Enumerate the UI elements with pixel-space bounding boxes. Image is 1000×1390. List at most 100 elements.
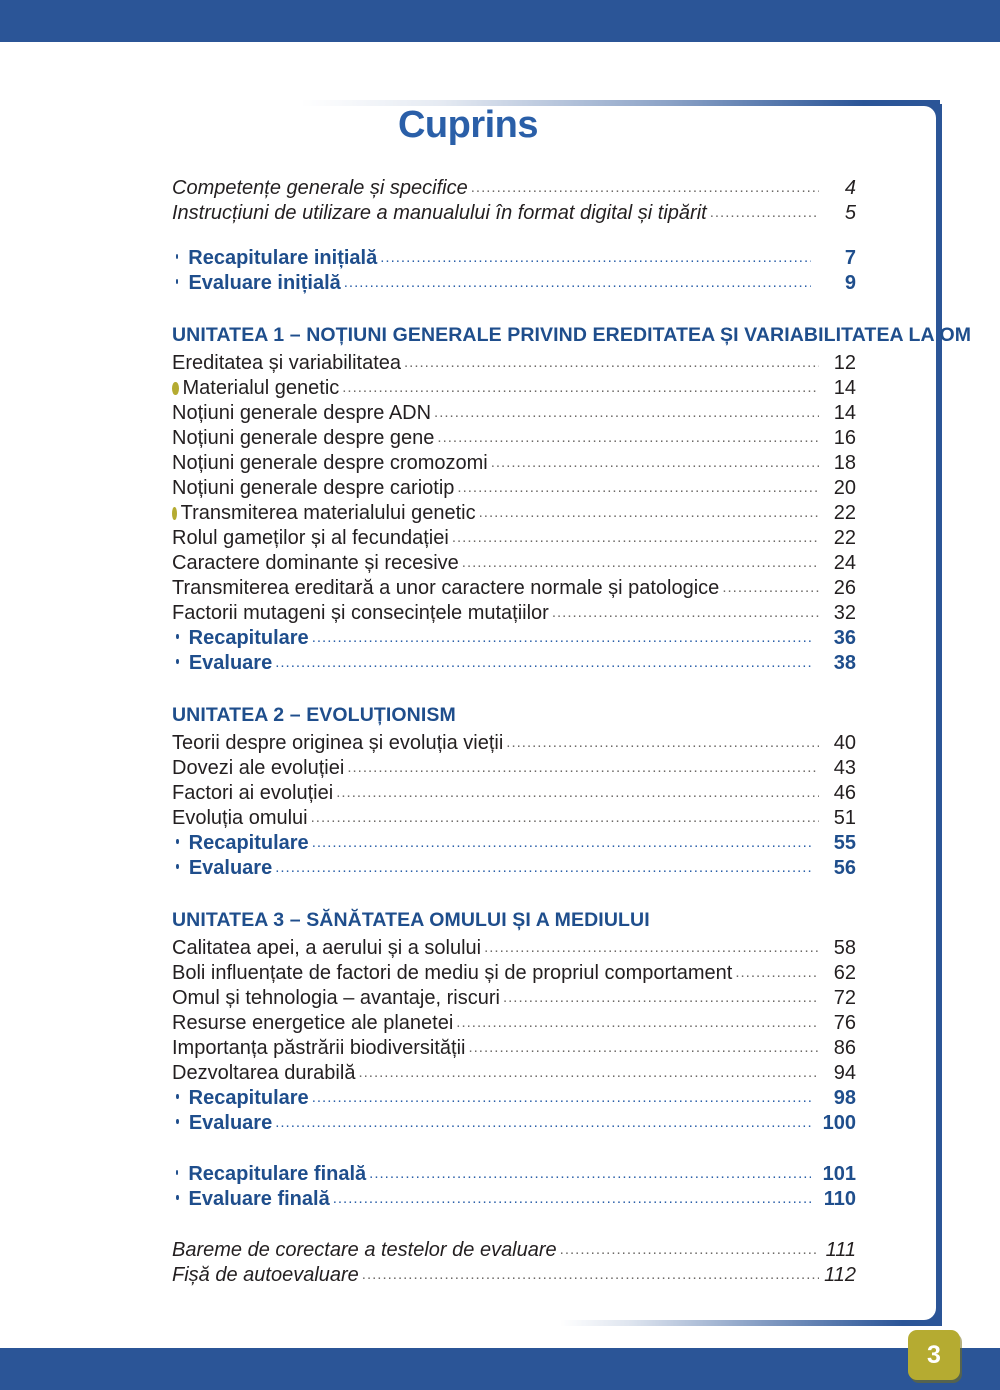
toc-entry[interactable]: Evaluare 100 bbox=[172, 1113, 856, 1133]
toc-entry-page-number: 40 bbox=[833, 732, 856, 754]
toc-entry-page-number: 110 bbox=[823, 1188, 856, 1210]
dot-leader bbox=[275, 1115, 811, 1131]
toc-entry[interactable]: Importanța păstrării biodiversității 86 bbox=[172, 1038, 856, 1058]
bullet-icon bbox=[176, 839, 179, 844]
toc-entry-label: Evaluare bbox=[188, 1112, 273, 1134]
toc-entry-page-number: 14 bbox=[833, 402, 856, 424]
toc-entry[interactable]: Evoluția omului 51 bbox=[172, 808, 856, 828]
dot-leader bbox=[437, 430, 819, 446]
toc-entry[interactable]: Materialul genetic 14 bbox=[172, 378, 856, 398]
top-color-bar bbox=[0, 0, 1000, 42]
toc-entry-page-number: 62 bbox=[833, 962, 856, 984]
toc-entry-label: Recapitulare bbox=[188, 832, 309, 854]
toc-entry[interactable]: Factorii mutageni și consecințele mutați… bbox=[172, 603, 856, 623]
toc-entry-page-number: 36 bbox=[833, 627, 856, 649]
bullet-icon bbox=[176, 254, 179, 259]
frame-line-top bbox=[300, 100, 940, 106]
dot-leader bbox=[452, 530, 819, 546]
toc-entry[interactable]: Dezvoltarea durabilă 94 bbox=[172, 1063, 856, 1083]
toc-entry[interactable]: Transmiterea materialului genetic 22 bbox=[172, 503, 856, 523]
toc-entry-page-number: 32 bbox=[833, 602, 856, 624]
toc-entry-label: Evaluare inițială bbox=[188, 272, 341, 294]
toc-entry[interactable]: Instrucțiuni de utilizare a manualului î… bbox=[172, 203, 856, 223]
toc-entry[interactable]: Factori ai evoluției 46 bbox=[172, 783, 856, 803]
toc-entry-label: Ereditatea și variabilitatea bbox=[172, 352, 402, 374]
toc-entry[interactable]: Transmiterea ereditară a unor caractere … bbox=[172, 578, 856, 598]
toc-entry[interactable]: Noțiuni generale despre ADN 14 bbox=[172, 403, 856, 423]
toc-entry-label: Importanța păstrării biodiversității bbox=[172, 1037, 466, 1059]
toc-entry[interactable]: Recapitulare 36 bbox=[172, 628, 856, 648]
toc-entry[interactable]: Fișă de autoevaluare 112 bbox=[172, 1265, 856, 1285]
toc-entry-page-number: 22 bbox=[833, 502, 856, 524]
dot-leader bbox=[456, 1015, 819, 1031]
toc-entry[interactable]: Recapitulare inițială 7 bbox=[172, 248, 856, 268]
toc-entry[interactable]: Rolul gameților și al fecundației 22 bbox=[172, 528, 856, 548]
toc-entry[interactable]: Recapitulare 98 bbox=[172, 1088, 856, 1108]
toc-entry[interactable]: Noțiuni generale despre gene 16 bbox=[172, 428, 856, 448]
toc-entry-page-number: 14 bbox=[833, 377, 856, 399]
frame-line-bottom bbox=[560, 1320, 940, 1326]
dot-leader bbox=[404, 355, 819, 371]
toc-entry-label: Recapitulare bbox=[188, 1087, 309, 1109]
toc-entry-label: Transmiterea materialului genetic bbox=[180, 502, 476, 524]
toc-entry-page-number: 111 bbox=[825, 1239, 856, 1261]
toc-entry-label: Dezvoltarea durabilă bbox=[172, 1062, 356, 1084]
toc-entry[interactable]: Evaluare finală 110 bbox=[172, 1189, 856, 1209]
dot-leader bbox=[468, 1040, 819, 1056]
dot-leader bbox=[380, 250, 811, 266]
toc-entry[interactable]: Evaluare inițială 9 bbox=[172, 273, 856, 293]
toc-entry-label: Noțiuni generale despre gene bbox=[172, 427, 435, 449]
toc-entry-label: Noțiuni generale despre cariotip bbox=[172, 477, 455, 499]
toc-entry-page-number: 43 bbox=[833, 757, 856, 779]
unit-heading: UNITATEA 2 – EVOLUȚIONISM bbox=[172, 704, 456, 726]
toc-entry[interactable]: Calitatea apei, a aerului și a solului 5… bbox=[172, 938, 856, 958]
toc-entry[interactable]: Competențe generale și specifice 4 bbox=[172, 178, 856, 198]
toc-entry-label: Evaluare bbox=[188, 652, 273, 674]
page-title: Cuprins bbox=[397, 104, 539, 146]
section-spacer bbox=[172, 298, 856, 324]
toc-entry-label: Evaluare bbox=[188, 857, 273, 879]
bullet-icon bbox=[176, 1119, 179, 1124]
toc-entry[interactable]: Bareme de corectare a testelor de evalua… bbox=[172, 1240, 856, 1260]
toc-entry-page-number: 100 bbox=[822, 1112, 856, 1134]
dot-leader bbox=[333, 1191, 811, 1207]
toc-entry[interactable]: Teorii despre originea și evoluția vieți… bbox=[172, 733, 856, 753]
dot-leader bbox=[560, 1242, 819, 1258]
toc-entry-label: Competențe generale și specifice bbox=[172, 177, 468, 199]
toc-entry-page-number: 101 bbox=[822, 1163, 856, 1185]
toc-entry-label: Noțiuni generale despre cromozomi bbox=[172, 452, 488, 474]
toc-entry[interactable]: Noțiuni generale despre cariotip 20 bbox=[172, 478, 856, 498]
toc-entry-page-number: 56 bbox=[833, 857, 856, 879]
bullet-icon bbox=[176, 1094, 179, 1099]
toc-entry-label: Calitatea apei, a aerului și a solului bbox=[172, 937, 482, 959]
toc-entry[interactable]: Recapitulare finală 101 bbox=[172, 1164, 856, 1184]
toc-entry-page-number: 22 bbox=[833, 527, 856, 549]
toc-entry-label: Materialul genetic bbox=[182, 377, 340, 399]
dot-leader bbox=[275, 655, 811, 671]
toc-entry[interactable]: Noțiuni generale despre cromozomi 18 bbox=[172, 453, 856, 473]
toc-entry-page-number: 98 bbox=[833, 1087, 856, 1109]
toc-entry-label: Dovezi ale evoluției bbox=[172, 757, 345, 779]
toc-entry[interactable]: Recapitulare 55 bbox=[172, 833, 856, 853]
toc-entry[interactable]: Omul și tehnologia – avantaje, riscuri 72 bbox=[172, 988, 856, 1008]
toc-entry[interactable]: Resurse energetice ale planetei 76 bbox=[172, 1013, 856, 1033]
toc-entry-page-number: 58 bbox=[833, 937, 856, 959]
dot-leader bbox=[503, 990, 819, 1006]
toc-entry[interactable]: Boli influențate de factori de mediu și … bbox=[172, 963, 856, 983]
toc-section-initial: Recapitulare inițială 7 Evaluare inițială 9 bbox=[172, 248, 856, 293]
toc-entry-page-number: 16 bbox=[833, 427, 856, 449]
dot-leader bbox=[506, 735, 819, 751]
toc-entry-page-number: 38 bbox=[833, 652, 856, 674]
toc-entry[interactable]: Dovezi ale evoluției 43 bbox=[172, 758, 856, 778]
bullet-icon bbox=[176, 864, 179, 869]
dot-leader bbox=[552, 605, 819, 621]
toc-entry[interactable]: Evaluare 38 bbox=[172, 653, 856, 673]
dot-leader bbox=[358, 1065, 819, 1081]
toc-entry[interactable]: Evaluare 56 bbox=[172, 858, 856, 878]
bottom-color-bar bbox=[0, 1348, 1000, 1390]
toc-entry[interactable]: Ereditatea și variabilitatea 12 bbox=[172, 353, 856, 373]
toc-entry[interactable]: Caractere dominante și recesive 24 bbox=[172, 553, 856, 573]
dot-leader bbox=[344, 275, 811, 291]
toc-entry-page-number: 72 bbox=[833, 987, 856, 1009]
toc-entry-page-number: 7 bbox=[844, 247, 856, 269]
